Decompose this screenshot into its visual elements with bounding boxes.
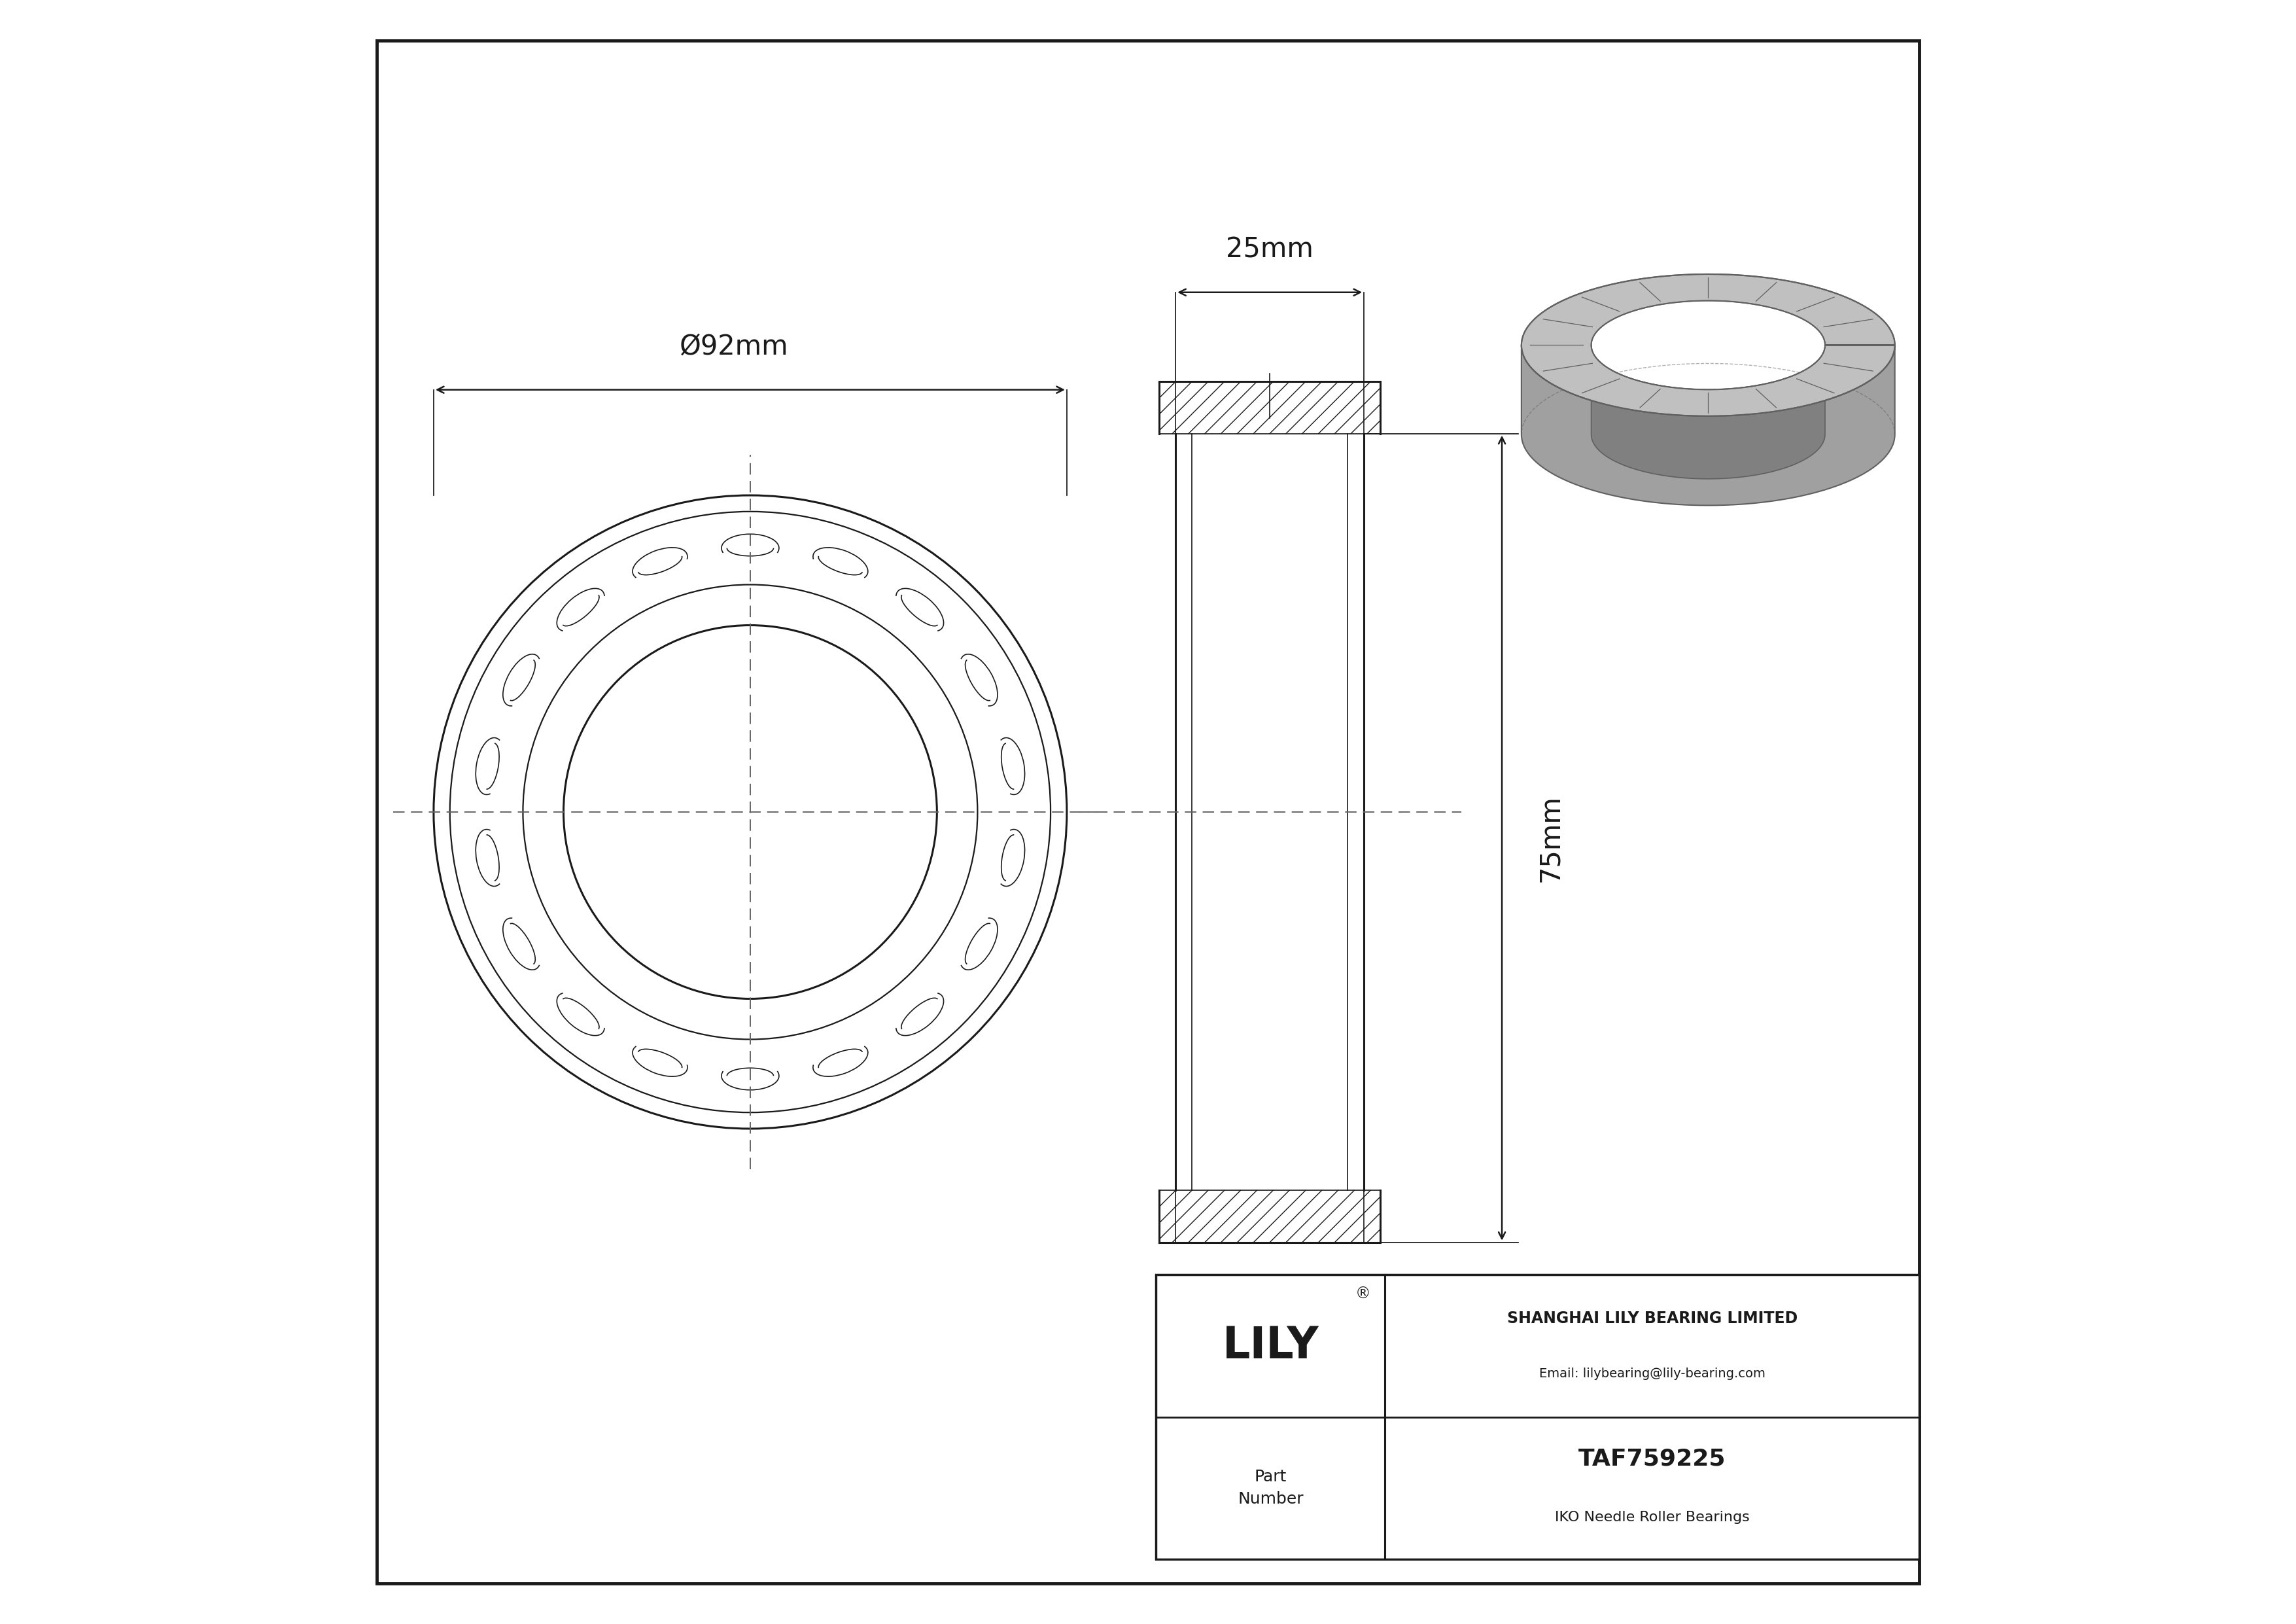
Polygon shape (1522, 346, 1894, 505)
Text: 25mm: 25mm (1226, 235, 1313, 263)
Bar (1157, 1275, 1919, 1559)
Text: IKO Needle Roller Bearings: IKO Needle Roller Bearings (1554, 1510, 1750, 1523)
Text: Ø92mm: Ø92mm (680, 333, 788, 361)
Text: Part
Number: Part Number (1238, 1470, 1304, 1507)
Text: Email: lilybearing@lily-bearing.com: Email: lilybearing@lily-bearing.com (1538, 1367, 1766, 1380)
Polygon shape (1522, 274, 1894, 416)
Text: LILY: LILY (1221, 1324, 1318, 1367)
Text: TAF759225: TAF759225 (1577, 1447, 1727, 1470)
Polygon shape (1591, 346, 1825, 479)
Text: 75mm: 75mm (1536, 794, 1564, 882)
Text: SHANGHAI LILY BEARING LIMITED: SHANGHAI LILY BEARING LIMITED (1506, 1311, 1798, 1327)
Text: ®: ® (1355, 1286, 1371, 1302)
